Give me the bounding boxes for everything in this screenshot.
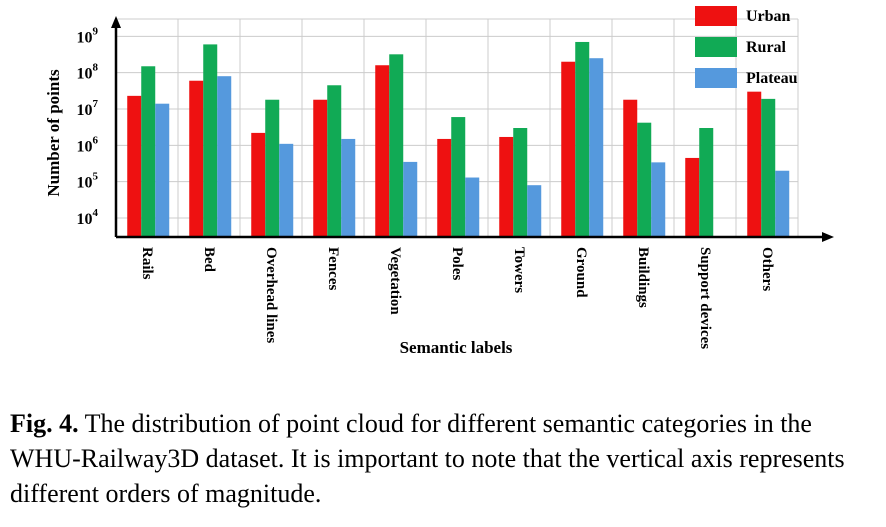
- x-tick-label: Fences: [325, 247, 341, 290]
- axes: [111, 16, 834, 242]
- bar-rural-buildings: [637, 122, 652, 237]
- x-tick-label: Poles: [449, 247, 465, 280]
- legend-label-plateau: Plateau: [746, 70, 798, 87]
- bar-rural-ground: [575, 41, 590, 238]
- grid-lines: [116, 18, 799, 237]
- y-tick-label: 104: [77, 207, 99, 228]
- caption-text: The distribution of point cloud for diff…: [10, 409, 845, 508]
- x-tick-labels: Rails Bed Overhead lines Fences Vegetation Po…: [139, 247, 775, 349]
- bar-rural-towers: [513, 128, 528, 237]
- legend-label-rural: Rural: [746, 39, 787, 56]
- bar-plateau-towers: [527, 185, 542, 237]
- bar-urban-support-devices: [685, 157, 700, 237]
- x-tick-label: Others: [759, 247, 775, 291]
- y-tick-label: 105: [77, 171, 99, 192]
- y-tick-label: 109: [77, 25, 99, 46]
- bar-urban-buildings: [623, 99, 638, 237]
- bar-plateau-buildings: [651, 162, 666, 237]
- legend-label-urban: Urban: [746, 8, 791, 25]
- caption-label: Fig. 4.: [10, 409, 79, 438]
- bar-plateau-vegetation: [403, 161, 418, 237]
- x-tick-label: Vegetation: [387, 247, 403, 315]
- y-tick-label: 106: [77, 134, 99, 155]
- bar-rural-fences: [327, 85, 342, 238]
- figure-caption: Fig. 4. The distribution of point cloud …: [10, 406, 880, 511]
- y-tick-label: 107: [77, 98, 99, 119]
- bar-plateau-overhead-lines: [279, 143, 294, 237]
- x-tick-label: Support devices: [697, 247, 713, 349]
- bar-rural-others: [761, 98, 776, 237]
- x-tick-label: Towers: [511, 247, 527, 293]
- bar-plateau-rails: [155, 103, 170, 238]
- bar-rural-support-devices: [699, 128, 714, 237]
- bar-rural-bed: [203, 44, 218, 238]
- bars: [127, 41, 790, 238]
- bar-urban-bed: [189, 80, 204, 237]
- x-tick-label: Overhead lines: [263, 247, 279, 343]
- y-tick-labels: 104 105 106 107 108 109: [77, 25, 99, 228]
- bar-urban-poles: [437, 138, 452, 237]
- bar-plateau-others: [775, 170, 790, 237]
- bar-urban-vegetation: [375, 65, 390, 237]
- x-tick-label: Buildings: [635, 247, 651, 308]
- bar-urban-fences: [313, 99, 328, 237]
- bar-rural-rails: [141, 66, 156, 238]
- bar-plateau-fences: [341, 138, 356, 237]
- bar-urban-others: [747, 91, 762, 238]
- y-axis-arrow: [111, 16, 121, 28]
- bar-urban-ground: [561, 61, 576, 237]
- x-tick-label: Rails: [139, 247, 155, 280]
- bar-rural-vegetation: [389, 54, 404, 237]
- bar-plateau-ground: [589, 58, 604, 237]
- legend-swatch-plateau: [695, 68, 737, 88]
- x-axis-arrow: [822, 232, 834, 242]
- bar-urban-rails: [127, 95, 142, 238]
- bar-chart: 104 105 106 107 108 109 Rails Bed Overhead line…: [44, 6, 834, 357]
- bar-urban-towers: [499, 136, 514, 237]
- bar-plateau-poles: [465, 177, 480, 237]
- legend: Urban Rural Plateau: [695, 6, 798, 88]
- x-tick-label: Bed: [201, 247, 217, 273]
- y-axis-label: Number of points: [44, 69, 63, 197]
- bar-rural-overhead-lines: [265, 99, 280, 237]
- x-tick-label: Ground: [573, 247, 589, 298]
- y-tick-label: 108: [77, 62, 99, 83]
- x-axis-label: Semantic labels: [400, 338, 513, 357]
- bar-plateau-bed: [217, 76, 232, 237]
- bar-rural-poles: [451, 117, 466, 237]
- legend-swatch-rural: [695, 37, 737, 57]
- bar-urban-overhead-lines: [251, 132, 266, 237]
- legend-swatch-urban: [695, 6, 737, 26]
